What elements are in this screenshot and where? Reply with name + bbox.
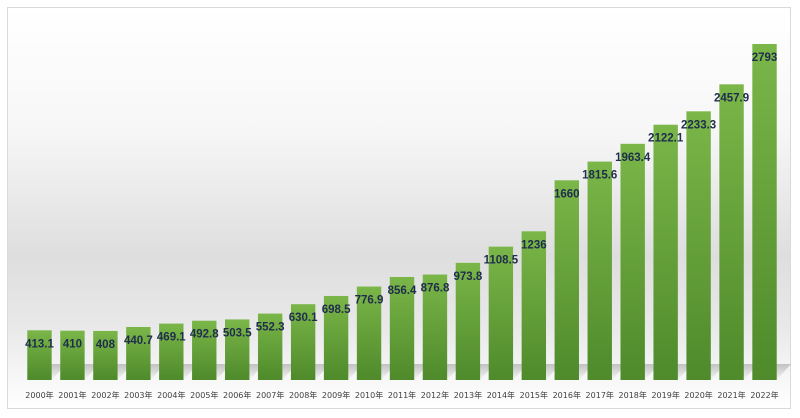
bar: [192, 320, 217, 380]
bar-value-label: 776.9: [355, 295, 384, 307]
bar: [93, 330, 118, 380]
x-tick-label: 2011年: [388, 390, 416, 400]
bar: [686, 111, 711, 380]
bar: [719, 84, 744, 380]
bar: [455, 262, 481, 380]
bar-value-label: 440.7: [124, 335, 153, 347]
chart-frame: 413.1 410 408 440.7 469.1 492.8 503.5 552.3 630.…: [7, 7, 792, 409]
x-tick-label: 2006年: [223, 390, 251, 400]
bar: [323, 295, 349, 380]
bar: [257, 313, 283, 380]
bar: [126, 326, 151, 380]
bar: [290, 304, 316, 380]
bar: [225, 319, 250, 380]
x-tick-label: 2004年: [157, 390, 185, 400]
bar: [620, 143, 645, 380]
bar: [356, 286, 382, 380]
bar: [752, 44, 777, 380]
bar-value-label: 2233.3: [681, 119, 716, 131]
x-tick-label: 2010年: [355, 390, 383, 400]
bar: [27, 330, 52, 380]
bar-value-label: 552.3: [256, 322, 285, 334]
x-tick-label: 2022年: [750, 390, 778, 400]
bar: [488, 246, 514, 380]
x-tick-label: 2013年: [454, 390, 482, 400]
bar-value-label: 630.1: [289, 312, 318, 324]
x-tick-label: 2000年: [25, 390, 53, 400]
bar: [653, 124, 678, 381]
bar-value-label: 408: [96, 339, 116, 351]
x-tick-label: 2015年: [520, 390, 548, 400]
bar-value-label: 2122.1: [648, 133, 684, 145]
x-axis-tick-labels: 2000年 2001年 2002年 2003年 2004年 2005年 2006年 2007年…: [25, 390, 778, 400]
x-tick-label: 2005年: [190, 390, 218, 400]
x-tick-label: 2012年: [421, 390, 449, 400]
bar-value-label: 469.1: [157, 332, 186, 344]
x-tick-label: 2014年: [487, 390, 515, 400]
bar-value-label: 413.1: [25, 338, 54, 350]
data-labels: 413.1 410 408 440.7 469.1 492.8 503.5 552.3 630.…: [25, 52, 777, 351]
bar: [389, 276, 415, 380]
bar-chart: 413.1 410 408 440.7 469.1 492.8 503.5 552.3 630.…: [25, 44, 792, 400]
x-tick-label: 2017年: [586, 390, 614, 400]
bar: [159, 323, 184, 380]
bar-value-label: 1660: [554, 188, 580, 200]
x-tick-label: 2001年: [58, 390, 86, 400]
bar-value-label: 876.8: [421, 283, 450, 295]
bar-value-label: 856.4: [388, 285, 417, 297]
x-tick-label: 2021年: [717, 390, 745, 400]
x-tick-label: 2016年: [553, 390, 581, 400]
bar: [422, 274, 448, 380]
bar-value-label: 1815.6: [582, 170, 617, 182]
bar-value-label: 1108.5: [484, 255, 519, 267]
bar-value-label: 2457.9: [714, 92, 749, 104]
x-tick-label: 2009年: [322, 390, 350, 400]
x-tick-label: 2020年: [684, 390, 712, 400]
x-tick-label: 2018年: [619, 390, 647, 400]
x-tick-label: 2019年: [651, 390, 679, 400]
x-tick-label: 2003年: [124, 390, 152, 400]
bar: [554, 180, 579, 380]
x-tick-label: 2002年: [91, 390, 119, 400]
bar-value-label: 1963.4: [615, 152, 651, 164]
bar-value-label: 503.5: [223, 327, 252, 339]
bar: [521, 231, 547, 380]
bar: [60, 330, 85, 380]
bar-value-label: 698.5: [322, 304, 351, 316]
x-tick-label: 2007年: [256, 390, 284, 400]
bar-value-label: 492.8: [190, 329, 219, 341]
bar-value-label: 1236: [521, 239, 547, 251]
bars: [27, 44, 777, 381]
bar-value-label: 973.8: [454, 271, 483, 283]
x-tick-label: 2008年: [289, 390, 317, 400]
bar: [587, 161, 612, 380]
bar-value-label: 2793: [752, 52, 778, 64]
bar-value-label: 410: [63, 339, 82, 351]
